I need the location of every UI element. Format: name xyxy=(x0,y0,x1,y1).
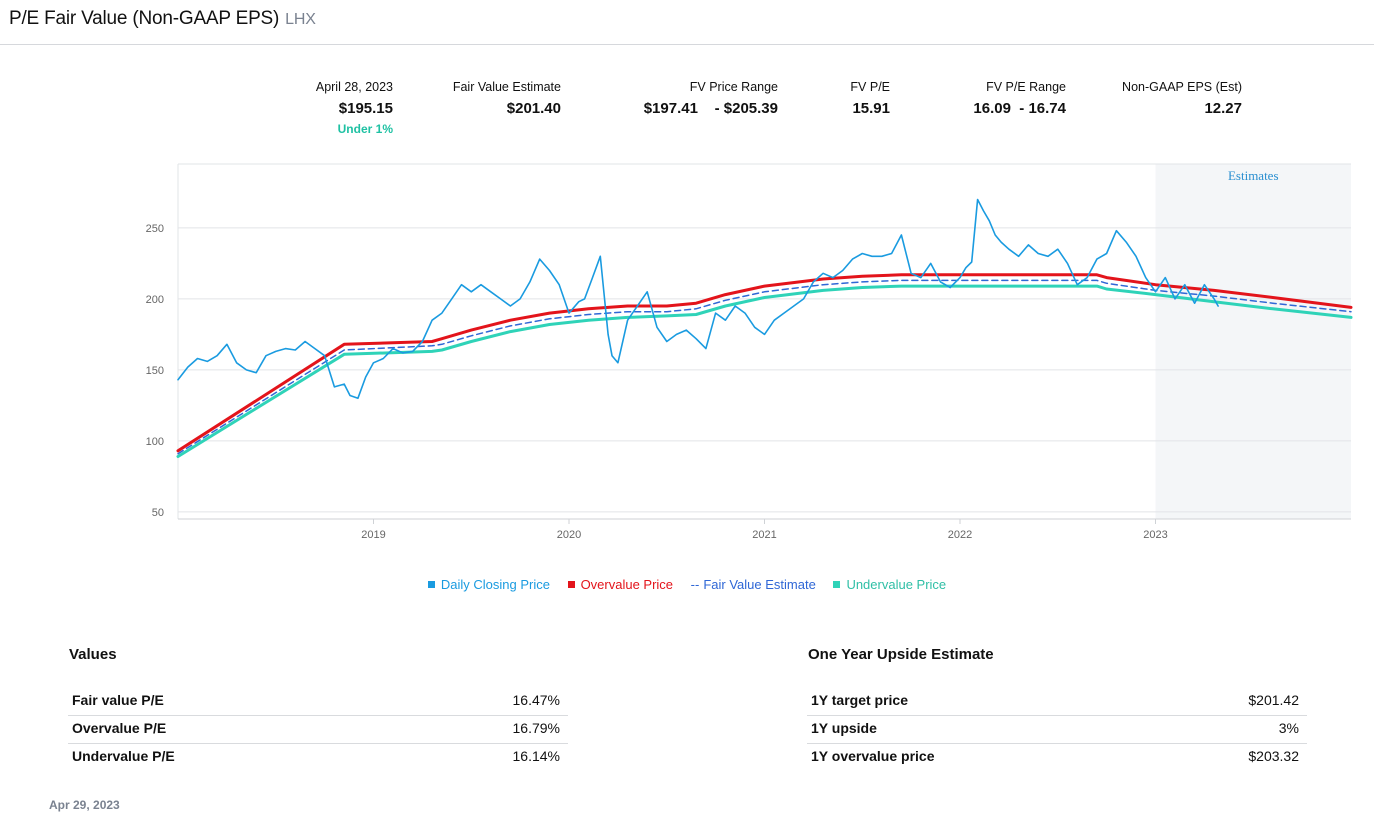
y-tick-label: 100 xyxy=(146,436,164,448)
row-value: 16.79% xyxy=(512,720,560,736)
stat-sub: Under 1% xyxy=(337,122,393,136)
stat-value: 16.09 - 16.74 xyxy=(973,100,1066,117)
stat-value: $195.15 xyxy=(338,100,393,117)
legend-dash-fair-value: -- xyxy=(690,577,700,592)
stat-fair-value: Fair Value Estimate $201.40 xyxy=(453,80,561,117)
upside-title: One Year Upside Estimate xyxy=(808,646,994,663)
row-label: Undervalue P/E xyxy=(72,748,175,764)
row-label: Overvalue P/E xyxy=(72,720,167,736)
table-row: Fair value P/E 16.47% xyxy=(68,688,568,716)
x-tick-label: 2021 xyxy=(752,529,776,541)
stat-current-price: April 28, 2023 $195.15 Under 1% xyxy=(316,80,393,136)
stat-fv-pe: FV P/E 15.91 xyxy=(850,80,890,117)
fair-value-chart: Estimates 50 100 150 200 250 2019 2020 2021 2022 2… xyxy=(146,163,1353,541)
stat-value: $201.40 xyxy=(506,100,561,117)
stat-value: 15.91 xyxy=(852,100,890,117)
estimates-label: Estimates xyxy=(1228,168,1279,183)
ticker-symbol: LHX xyxy=(285,11,316,28)
stat-label: FV P/E Range xyxy=(986,80,1066,94)
row-label: 1Y upside xyxy=(811,720,877,736)
stat-eps-est: Non-GAAP EPS (Est) 12.27 xyxy=(1122,80,1242,117)
table-row: 1Y overvalue price $203.32 xyxy=(807,744,1307,771)
y-tick-label: 250 xyxy=(146,223,164,235)
row-value: $203.32 xyxy=(1248,748,1299,764)
table-row: Overvalue P/E 16.79% xyxy=(68,716,568,744)
row-label: Fair value P/E xyxy=(72,692,164,708)
x-tick-label: 2020 xyxy=(557,529,581,541)
footer-date: Apr 29, 2023 xyxy=(49,798,120,812)
row-value: $201.42 xyxy=(1248,692,1299,708)
stat-value: 12.27 xyxy=(1204,100,1242,117)
row-label: 1Y overvalue price xyxy=(811,748,935,764)
upside-table: 1Y target price $201.42 1Y upside 3% 1Y ov… xyxy=(807,688,1307,771)
series-price-line xyxy=(177,198,1219,400)
estimates-region xyxy=(1155,164,1351,519)
stat-label: FV Price Range xyxy=(689,80,778,94)
page-title: P/E Fair Value (Non-GAAP EPS) LHX xyxy=(9,8,316,29)
stat-fv-price-range: FV Price Range $197.41 - $205.39 xyxy=(644,80,778,117)
legend-swatch-overvalue xyxy=(567,581,575,588)
table-row: 1Y target price $201.42 xyxy=(807,688,1307,716)
table-row: 1Y upside 3% xyxy=(807,716,1307,744)
legend-item-price[interactable]: Daily Closing Price xyxy=(427,577,550,592)
x-tick-label: 2022 xyxy=(948,529,972,541)
series-overvalue-line xyxy=(176,273,1353,453)
x-tick-label: 2019 xyxy=(361,529,385,541)
row-value: 16.47% xyxy=(512,692,560,708)
legend-item-undervalue[interactable]: Undervalue Price xyxy=(833,577,946,592)
legend-swatch-undervalue xyxy=(833,581,841,588)
y-tick-label: 150 xyxy=(146,365,164,377)
stat-label: FV P/E xyxy=(850,80,890,94)
legend-item-overvalue[interactable]: Overvalue Price xyxy=(567,577,673,592)
series-fair-value-line xyxy=(177,279,1352,455)
values-title: Values xyxy=(69,646,117,663)
stat-label: Non-GAAP EPS (Est) xyxy=(1122,80,1242,94)
stat-label: April 28, 2023 xyxy=(315,80,393,94)
chart-legend: Daily Closing Price Overvalue Price -- Fa… xyxy=(0,577,1374,592)
row-value: 16.14% xyxy=(512,748,560,764)
y-tick-label: 200 xyxy=(146,294,164,306)
legend-swatch-price xyxy=(427,581,435,588)
x-tick-label: 2023 xyxy=(1143,529,1167,541)
stat-label: Fair Value Estimate xyxy=(452,80,561,94)
legend-item-fair-value[interactable]: -- Fair Value Estimate xyxy=(690,577,816,592)
page-header: P/E Fair Value (Non-GAAP EPS) LHX xyxy=(0,0,1374,45)
row-value: 3% xyxy=(1278,720,1299,736)
values-table: Fair value P/E 16.47% Overvalue P/E 16.79%… xyxy=(68,688,568,771)
y-tick-label: 50 xyxy=(152,507,164,519)
table-row: Undervalue P/E 16.14% xyxy=(68,744,568,771)
row-label: 1Y target price xyxy=(811,692,909,708)
stat-value: $197.41 - $205.39 xyxy=(643,100,778,117)
series-undervalue-line xyxy=(176,284,1353,458)
stat-fv-pe-range: FV P/E Range 16.09 - 16.74 xyxy=(973,80,1066,117)
